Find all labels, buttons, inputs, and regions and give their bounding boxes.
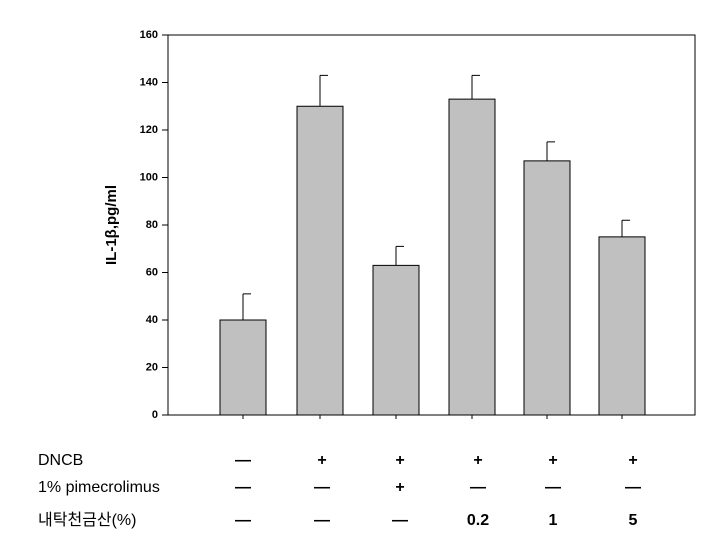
y-tick-label: 160	[140, 29, 158, 41]
treatment-cell: +	[317, 452, 326, 469]
row-label: 1% pimecrolimus	[38, 479, 160, 496]
y-tick-label: 120	[140, 124, 158, 136]
treatment-cell: —	[235, 512, 251, 529]
error-bar	[471, 74, 480, 100]
treatment-cell: —	[392, 512, 408, 529]
row-label: 내탁천금산(%)	[38, 511, 136, 529]
row-label: DNCB	[38, 452, 83, 469]
y-tick-label: 40	[146, 314, 158, 326]
treatment-cell: 5	[629, 512, 638, 529]
y-tick-label: 140	[140, 76, 158, 88]
treatment-cell: +	[395, 452, 404, 469]
error-bar	[395, 245, 404, 266]
treatment-cell: —	[235, 452, 251, 469]
bar	[448, 98, 496, 416]
error-bar	[242, 293, 251, 320]
bar	[523, 160, 571, 416]
bar	[296, 105, 344, 416]
treatment-cell: 0.2	[467, 512, 489, 529]
treatment-cell: —	[545, 479, 561, 496]
y-tick-label: 20	[146, 361, 158, 373]
y-tick-label: 100	[140, 171, 158, 183]
y-tick-label: 80	[146, 219, 158, 231]
treatment-cell: +	[548, 452, 557, 469]
error-bar	[546, 141, 555, 161]
bar	[219, 319, 267, 416]
treatment-cell: —	[314, 512, 330, 529]
y-axis-label: IL-1β,pg/ml	[103, 185, 120, 265]
treatment-cell: 1	[549, 512, 558, 529]
treatment-cell: —	[470, 479, 486, 496]
treatment-cell: —	[314, 479, 330, 496]
y-tick-label: 0	[152, 409, 158, 421]
error-bar	[319, 74, 328, 107]
y-tick-label: 60	[146, 266, 158, 278]
error-bar	[621, 219, 630, 237]
treatment-cell: —	[625, 479, 641, 496]
bar	[598, 236, 646, 416]
bar	[372, 264, 420, 416]
treatment-cell: +	[395, 479, 404, 496]
treatment-cell: +	[628, 452, 637, 469]
treatment-cell: —	[235, 479, 251, 496]
treatment-cell: +	[473, 452, 482, 469]
